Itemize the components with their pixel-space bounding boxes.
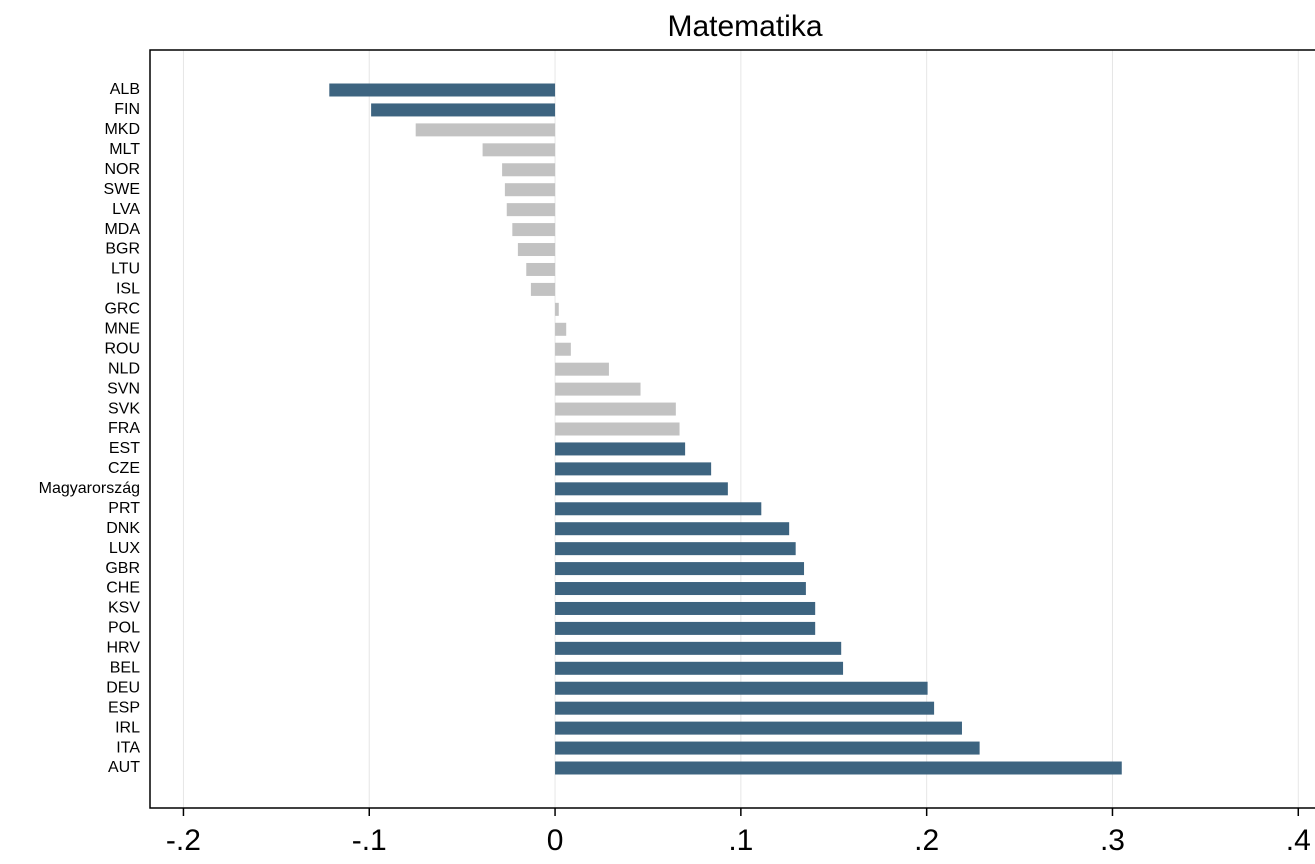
y-tick-label: MNE xyxy=(104,321,140,338)
bar xyxy=(555,621,816,635)
bar xyxy=(555,681,928,695)
bar xyxy=(555,562,805,576)
y-tick-label: Magyarország xyxy=(39,480,140,497)
x-tick-label: .2 xyxy=(914,824,939,857)
y-tick-label: CZE xyxy=(108,460,140,477)
bar xyxy=(512,223,556,237)
y-tick-label: GRC xyxy=(104,301,140,318)
bar xyxy=(555,402,676,416)
bar xyxy=(555,362,609,376)
y-tick-label: AUT xyxy=(108,759,140,776)
y-tick-label: FRA xyxy=(108,420,140,437)
bar xyxy=(555,422,680,436)
bar xyxy=(555,462,712,476)
bar xyxy=(517,243,556,257)
y-tick-label: FIN xyxy=(114,101,140,118)
bar xyxy=(530,282,556,296)
chart-title: Matematika xyxy=(667,10,822,43)
y-tick-label: SVN xyxy=(107,380,140,397)
bar xyxy=(555,442,686,456)
y-tick-label: NOR xyxy=(104,161,140,178)
y-tick-label: MKD xyxy=(104,121,140,138)
y-tick-label: HRV xyxy=(107,640,141,657)
y-tick-label: MDA xyxy=(104,221,140,238)
y-tick-label: ALB xyxy=(110,81,140,98)
plot-frame xyxy=(149,49,1315,809)
y-tick-label: DEU xyxy=(106,679,140,696)
bar xyxy=(555,721,962,735)
y-tick-label: KSV xyxy=(108,600,140,617)
y-tick-label: LVA xyxy=(112,201,140,218)
y-tick-label: IRL xyxy=(115,719,140,736)
y-tick-label: PRT xyxy=(108,500,140,517)
bar xyxy=(504,183,556,197)
bar xyxy=(555,582,806,596)
bar xyxy=(555,382,641,396)
bar xyxy=(555,661,844,675)
y-tick-label: SVK xyxy=(108,400,140,417)
y-tick-label: LUX xyxy=(109,540,140,557)
y-tick-label: NLD xyxy=(108,360,140,377)
bar xyxy=(555,542,796,556)
x-tick-label: -.1 xyxy=(352,824,387,857)
y-tick-label: ESP xyxy=(108,699,140,716)
bar xyxy=(555,701,935,715)
y-tick-label: SWE xyxy=(104,181,140,198)
bar xyxy=(506,203,556,217)
bar xyxy=(329,83,556,97)
bar xyxy=(415,123,556,137)
x-tick-label: -.2 xyxy=(166,824,201,857)
bar xyxy=(371,103,556,117)
bar xyxy=(526,262,556,276)
x-tick-label: 0 xyxy=(547,824,564,857)
y-tick-label: ROU xyxy=(104,340,140,357)
y-tick-label: BEL xyxy=(110,660,140,677)
x-tick-label: .4 xyxy=(1286,824,1311,857)
y-tick-label: ITA xyxy=(116,739,140,756)
y-tick-label: LTU xyxy=(111,261,140,278)
bar xyxy=(555,322,567,336)
bar xyxy=(555,302,559,316)
bar xyxy=(555,342,571,356)
y-tick-label: CHE xyxy=(106,580,140,597)
y-tick-label: DNK xyxy=(106,520,140,537)
bar xyxy=(482,143,556,157)
bar xyxy=(555,502,762,516)
bar xyxy=(555,761,1122,775)
y-tick-label: POL xyxy=(108,620,140,637)
bar xyxy=(502,163,556,177)
x-tick-label: .1 xyxy=(728,824,753,857)
y-tick-label: EST xyxy=(109,440,140,457)
bar xyxy=(555,741,980,755)
bar xyxy=(555,522,790,536)
y-tick-label: BGR xyxy=(105,241,140,258)
y-tick-label: MLT xyxy=(109,141,140,158)
y-tick-label: ISL xyxy=(116,281,140,298)
bar xyxy=(555,482,728,496)
x-tick-label: .3 xyxy=(1100,824,1125,857)
y-tick-label: GBR xyxy=(105,560,140,577)
bar xyxy=(555,601,816,615)
bar xyxy=(555,641,842,655)
